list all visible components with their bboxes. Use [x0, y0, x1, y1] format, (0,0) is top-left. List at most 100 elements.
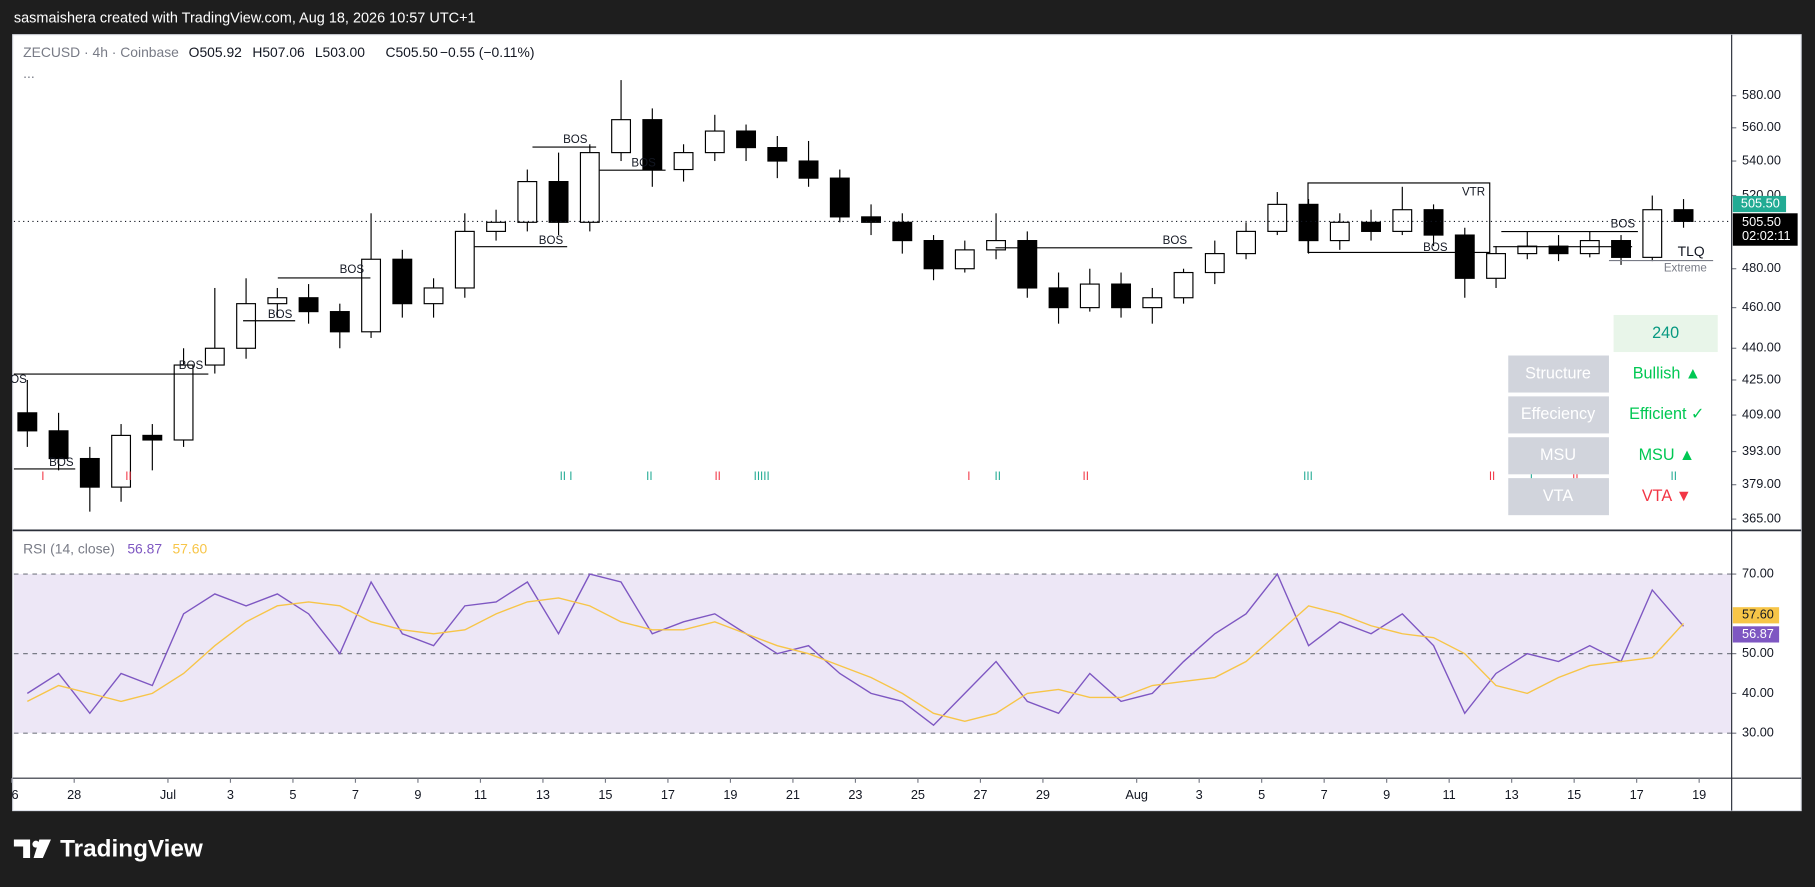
candle-body — [892, 221, 913, 242]
candle-body — [798, 160, 819, 179]
candle-body — [642, 119, 663, 171]
table-label: Structure — [1525, 364, 1591, 382]
signal-marker: II — [714, 471, 720, 483]
candle-body — [986, 240, 1007, 251]
x-tick-label: 3 — [227, 787, 234, 802]
signal-marker: I — [41, 471, 44, 483]
annotation: BOS — [563, 134, 588, 146]
candle-body — [1486, 253, 1506, 279]
x-tick-label: 3 — [1196, 787, 1203, 802]
annotation: OS — [10, 374, 27, 386]
footer-logo: TradingView — [13, 835, 203, 862]
table-value: Bullish ▲ — [1633, 364, 1701, 382]
symbol: ZECUSD · 4h · Coinbase — [23, 44, 179, 60]
rsi-legend-value: 56.87 — [127, 541, 162, 557]
signal-marker: I — [967, 471, 970, 483]
candle-body — [611, 119, 632, 154]
x-tick-label: 5 — [289, 787, 296, 802]
credit: sasmaishera created with TradingView.com… — [14, 10, 476, 26]
signal-marker: II I — [560, 471, 573, 483]
rsi-line — [27, 597, 1685, 723]
candle-body — [454, 230, 475, 289]
annotation: BOS — [268, 309, 293, 321]
candle-body — [236, 303, 257, 349]
legend-more: ... — [23, 65, 35, 81]
candle-body — [1423, 209, 1444, 236]
table-value: Efficient ✓ — [1629, 405, 1704, 423]
x-tick-label: 11 — [474, 787, 487, 802]
candle-body — [423, 287, 444, 305]
candle-body — [1204, 253, 1225, 274]
candle-body — [111, 434, 132, 488]
x-tick-label: 29 — [1036, 787, 1050, 802]
rsi-value-label: 57.60 — [1742, 607, 1774, 622]
x-tick-label: 15 — [1567, 787, 1581, 802]
candle-body — [1236, 230, 1256, 255]
y-tick-label: 540.00 — [1742, 152, 1781, 167]
ohlc-legend: H507.06 — [252, 44, 305, 60]
candle-body — [829, 177, 850, 218]
candle-body — [1142, 297, 1163, 309]
candle-body — [1454, 234, 1475, 279]
ohlc-legend: −0.55 (−0.11%) — [440, 44, 535, 60]
candle-body — [1517, 245, 1538, 255]
y-tick-label: 30.00 — [1742, 725, 1774, 740]
candle-body — [298, 297, 319, 313]
candle-body — [954, 249, 975, 270]
candle-body — [204, 347, 225, 366]
signal-marker: II — [1671, 471, 1677, 483]
x-tick-label: Jul — [160, 787, 176, 802]
annotation: BOS — [1423, 242, 1448, 254]
candle-body — [1673, 209, 1694, 222]
candle-body — [48, 430, 69, 460]
candle-body — [1329, 221, 1350, 242]
candle-body — [736, 130, 757, 149]
rsi-band — [13, 574, 1732, 734]
timeframe: 240 — [1652, 324, 1679, 342]
x-tick-label: 13 — [1505, 787, 1519, 802]
candle-body — [329, 311, 350, 333]
x-tick-label: 19 — [1692, 787, 1706, 802]
signal-marker: II — [995, 471, 1001, 483]
candle-body — [1017, 240, 1038, 289]
table-label-cell — [1508, 437, 1609, 475]
annotation: TLQ — [1678, 243, 1705, 259]
candle-body — [1392, 209, 1413, 232]
price-label: 505.50 — [1742, 214, 1781, 229]
x-tick-label: 5 — [1258, 787, 1265, 802]
signal-marker: II — [646, 471, 652, 483]
x-tick-label: 27 — [973, 787, 987, 802]
candle-body — [1048, 287, 1069, 309]
x-tick-label: 15 — [598, 787, 612, 802]
signal-marker: IIIII — [754, 471, 770, 483]
y-tick-label: 379.00 — [1742, 476, 1781, 491]
rsi-title: RSI (14, close) — [23, 541, 115, 557]
signal-marker: II — [125, 471, 131, 483]
x-tick-label: 25 — [911, 787, 925, 802]
annotation: BOS — [631, 157, 656, 169]
x-tick-label: 6 — [12, 787, 19, 802]
rsi-value-label-bg — [1732, 626, 1780, 643]
annotation: BOS — [1163, 235, 1188, 247]
table-label: Effeciency — [1521, 405, 1596, 423]
candle-body — [142, 434, 163, 441]
annotation: BOS — [1611, 219, 1636, 231]
candle-body — [361, 258, 382, 333]
price-label-bg — [1732, 213, 1798, 246]
table-label: MSU — [1540, 446, 1576, 464]
signal-marker: I — [1530, 471, 1533, 483]
y-tick-label: 365.00 — [1742, 510, 1781, 525]
vtr-box — [1307, 182, 1491, 254]
candle-body — [1079, 283, 1100, 309]
structure-lines — [13, 146, 1714, 470]
price-label-bg — [1732, 195, 1787, 213]
y-tick-label: 580.00 — [1742, 87, 1781, 102]
y-tick-label: 70.00 — [1742, 565, 1774, 580]
rsi-value-label: 56.87 — [1742, 626, 1774, 641]
ohlc-legend: O505.92 — [189, 44, 243, 60]
annotation: BOS — [539, 235, 564, 247]
signal-marker: II — [1489, 471, 1495, 483]
x-tick-label: 28 — [67, 787, 81, 802]
x-tick-label: Aug — [1125, 787, 1148, 802]
